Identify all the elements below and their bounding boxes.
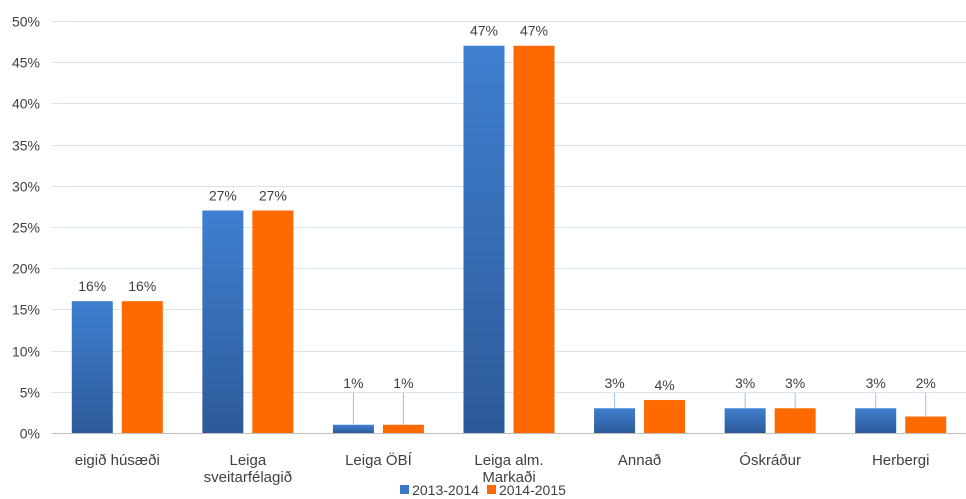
y-axis: 0% 5% 10% 15% 20% 25% 30% 35% 40% 45% 50%	[12, 14, 40, 442]
bar-2-5	[644, 400, 686, 433]
data-label: 4%	[654, 377, 674, 393]
y-tick-label: 15%	[12, 302, 40, 318]
data-label: 16%	[78, 278, 106, 294]
x-tick-label: Annað	[618, 452, 661, 469]
bar-1-3	[332, 424, 374, 433]
y-tick-label: 5%	[20, 385, 40, 401]
data-label: 3%	[785, 375, 805, 391]
data-label: 47%	[520, 23, 548, 39]
bar-2-7	[905, 416, 947, 433]
data-label: 2%	[916, 375, 936, 391]
bar-1-2	[202, 210, 244, 433]
x-tick-label: sveitarfélagið	[204, 469, 292, 486]
data-label: 47%	[470, 23, 498, 39]
bar-1-4	[463, 45, 505, 433]
legend-swatch-series-1	[400, 485, 410, 494]
gridlines	[52, 21, 966, 393]
bar-1-1	[71, 301, 113, 433]
y-tick-label: 10%	[12, 344, 40, 360]
x-tick-label: Leiga ÖBÍ	[345, 451, 413, 469]
x-tick-label: eigið húsæði	[75, 452, 160, 469]
legend-item-series-2: 2014-2015	[486, 481, 566, 498]
legend-swatch-series-2	[486, 485, 496, 494]
bar-2-4	[513, 45, 555, 433]
y-tick-label: 35%	[12, 138, 40, 154]
bars	[71, 45, 947, 433]
data-label: 27%	[209, 188, 237, 204]
data-label: 1%	[393, 375, 413, 391]
bar-2-6	[774, 408, 816, 433]
x-tick-label: Leiga	[230, 452, 267, 469]
x-tick-label: Markaði	[482, 469, 535, 486]
bar-2-3	[382, 424, 424, 433]
legend-item-series-1: 2013-2014	[400, 482, 479, 498]
y-tick-label: 25%	[12, 220, 40, 236]
data-label: 27%	[259, 188, 287, 204]
y-tick-label: 45%	[12, 55, 40, 71]
legend-label-series-2: 2014-2015	[498, 481, 566, 498]
y-tick-label: 50%	[12, 14, 40, 30]
data-label: 3%	[866, 375, 886, 391]
data-label: 16%	[128, 278, 156, 294]
data-label: 3%	[604, 375, 624, 391]
bar-1-5	[594, 408, 636, 433]
bar-2-1	[121, 301, 163, 433]
data-label: 3%	[735, 375, 755, 391]
x-tick-label: Herbergi	[872, 452, 930, 469]
legend: 2013-2014 2014-2015	[0, 481, 966, 498]
bar-1-7	[855, 408, 897, 433]
bar-1-6	[724, 408, 766, 433]
data-label: 1%	[343, 375, 363, 391]
y-tick-label: 40%	[12, 96, 40, 112]
y-tick-label: 20%	[12, 261, 40, 277]
x-tick-label: Leiga alm.	[474, 452, 543, 469]
x-tick-label: Óskráður	[739, 452, 801, 469]
legend-label-series-1: 2013-2014	[412, 481, 480, 498]
y-tick-label: 30%	[12, 179, 40, 195]
data-labels: 16% 27% 1% 47% 3% 3% 3% 16% 27% 1% 47% 4% 3% 2%	[78, 23, 936, 425]
y-tick-label: 0%	[20, 426, 40, 442]
bar-2-2	[252, 210, 294, 433]
